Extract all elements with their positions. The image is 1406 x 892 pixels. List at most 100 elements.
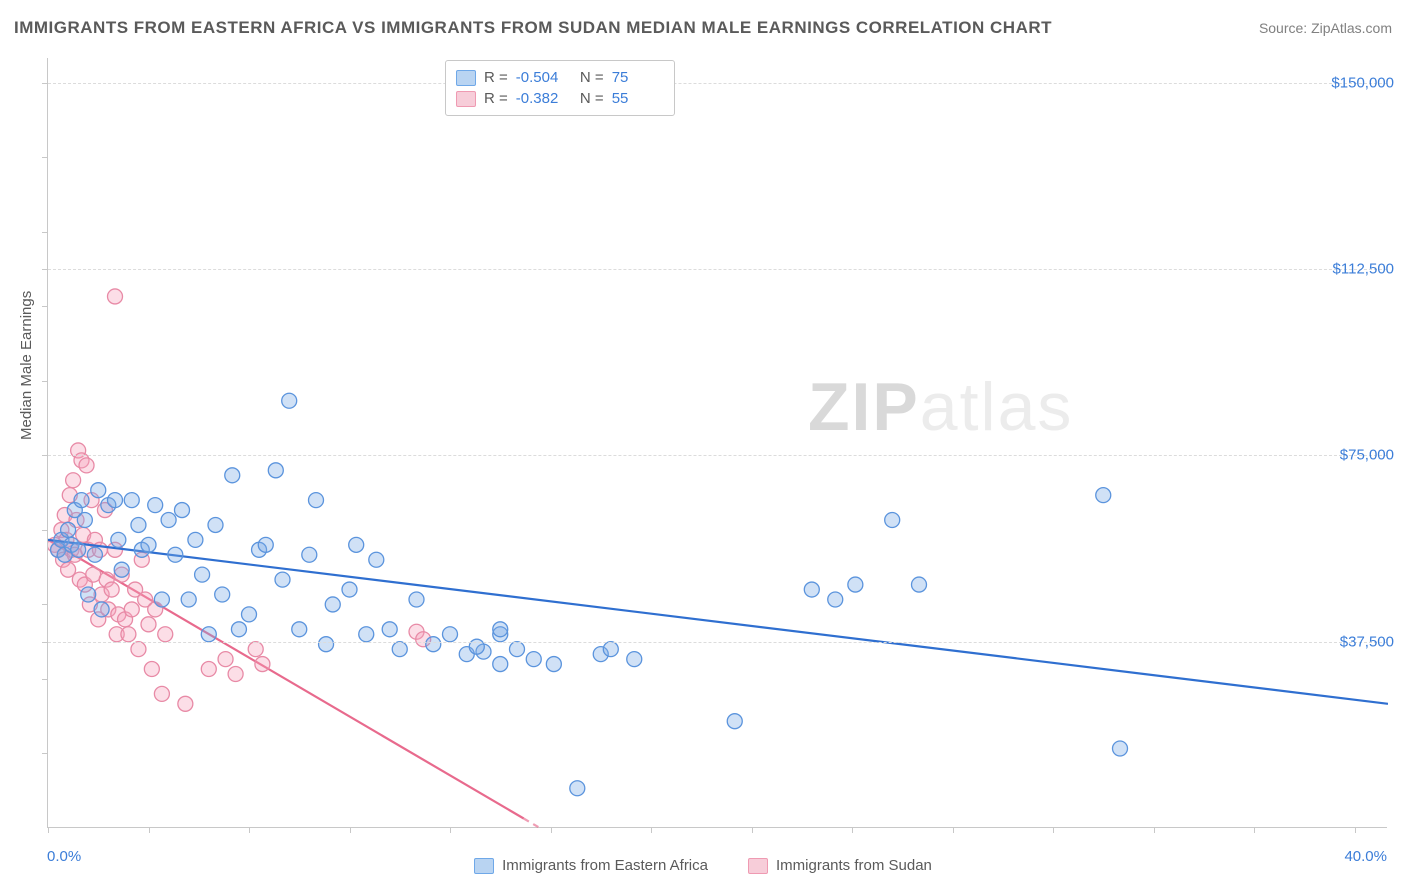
sudan-point <box>218 652 233 667</box>
y-tick-mark <box>42 381 48 382</box>
eastern-africa-point <box>201 627 216 642</box>
y-axis-label: Median Male Earnings <box>18 291 35 440</box>
eastern-africa-point <box>181 592 196 607</box>
legend-swatch <box>748 858 768 874</box>
eastern-africa-point <box>392 642 407 657</box>
series-legend-label: Immigrants from Sudan <box>776 857 932 874</box>
chart-title: IMMIGRANTS FROM EASTERN AFRICA VS IMMIGR… <box>14 18 1052 38</box>
y-tick-mark <box>42 642 48 643</box>
plot-area: ZIPatlas <box>47 58 1387 828</box>
eastern-africa-point <box>526 652 541 667</box>
x-tick-mark <box>953 827 954 833</box>
y-tick-label: $75,000 <box>1340 447 1394 464</box>
eastern-africa-point <box>87 547 102 562</box>
x-tick-max: 40.0% <box>1344 848 1387 865</box>
y-tick-mark <box>42 753 48 754</box>
eastern-africa-point <box>493 657 508 672</box>
eastern-africa-point <box>108 493 123 508</box>
sudan-point <box>104 582 119 597</box>
legend-r-key: R = <box>484 90 508 107</box>
x-tick-min: 0.0% <box>47 848 81 865</box>
eastern-africa-point <box>804 582 819 597</box>
sudan-point <box>248 642 263 657</box>
eastern-africa-point <box>848 577 863 592</box>
eastern-africa-point <box>912 577 927 592</box>
eastern-africa-point <box>188 532 203 547</box>
y-tick-label: $150,000 <box>1331 74 1394 91</box>
eastern-africa-point <box>154 592 169 607</box>
eastern-africa-point <box>1113 741 1128 756</box>
x-tick-mark <box>551 827 552 833</box>
eastern-africa-point <box>603 642 618 657</box>
y-tick-label: $37,500 <box>1340 633 1394 650</box>
x-tick-mark <box>249 827 250 833</box>
sudan-point <box>108 289 123 304</box>
eastern-africa-point <box>885 513 900 528</box>
eastern-africa-point <box>81 587 96 602</box>
y-tick-mark <box>42 232 48 233</box>
stats-legend: R =-0.504 N =75R =-0.382 N =55 <box>445 60 675 116</box>
eastern-africa-point <box>208 517 223 532</box>
eastern-africa-point <box>493 622 508 637</box>
x-tick-mark <box>450 827 451 833</box>
eastern-africa-point <box>195 567 210 582</box>
x-tick-mark <box>1154 827 1155 833</box>
eastern-africa-point <box>382 622 397 637</box>
sudan-trendline-dashed <box>524 819 1388 892</box>
stats-legend-row: R =-0.504 N =75 <box>456 67 664 88</box>
sudan-point <box>201 662 216 677</box>
eastern-africa-point <box>282 393 297 408</box>
series-legend-label: Immigrants from Eastern Africa <box>502 857 708 874</box>
x-tick-mark <box>1053 827 1054 833</box>
chart-svg <box>48 58 1387 827</box>
eastern-africa-point <box>168 547 183 562</box>
y-tick-mark <box>42 306 48 307</box>
eastern-africa-point <box>342 582 357 597</box>
sudan-point <box>86 567 101 582</box>
sudan-point <box>79 458 94 473</box>
eastern-africa-point <box>426 637 441 652</box>
x-tick-mark <box>48 827 49 833</box>
eastern-africa-point <box>325 597 340 612</box>
sudan-point <box>158 627 173 642</box>
sudan-point <box>131 642 146 657</box>
eastern-africa-point <box>409 592 424 607</box>
eastern-africa-point <box>292 622 307 637</box>
legend-n-value: 55 <box>612 90 664 107</box>
eastern-africa-point <box>74 493 89 508</box>
series-legend-item: Immigrants from Sudan <box>748 857 932 874</box>
eastern-africa-point <box>546 657 561 672</box>
y-tick-label: $112,500 <box>1333 261 1394 278</box>
y-tick-mark <box>42 679 48 680</box>
x-tick-mark <box>1355 827 1356 833</box>
legend-swatch <box>474 858 494 874</box>
gridline <box>48 455 1387 456</box>
legend-r-key: R = <box>484 69 508 86</box>
eastern-africa-point <box>258 537 273 552</box>
eastern-africa-point <box>275 572 290 587</box>
eastern-africa-point <box>61 522 76 537</box>
series-legend: Immigrants from Eastern Africa Immigrants… <box>0 857 1406 874</box>
sudan-point <box>66 473 81 488</box>
y-tick-mark <box>42 530 48 531</box>
x-tick-mark <box>350 827 351 833</box>
eastern-africa-point <box>627 652 642 667</box>
eastern-africa-point <box>570 781 585 796</box>
gridline <box>48 269 1387 270</box>
legend-n-key: N = <box>576 69 604 86</box>
x-tick-mark <box>651 827 652 833</box>
eastern-africa-point <box>124 493 139 508</box>
eastern-africa-point <box>225 468 240 483</box>
y-tick-mark <box>42 604 48 605</box>
sudan-point <box>255 657 270 672</box>
eastern-africa-point <box>242 607 257 622</box>
x-tick-mark <box>1254 827 1255 833</box>
eastern-africa-point <box>141 537 156 552</box>
legend-n-key: N = <box>576 90 604 107</box>
sudan-point <box>141 617 156 632</box>
eastern-africa-point <box>1096 488 1111 503</box>
legend-swatch <box>456 70 476 86</box>
eastern-africa-point <box>161 513 176 528</box>
eastern-africa-point <box>349 537 364 552</box>
legend-n-value: 75 <box>612 69 664 86</box>
